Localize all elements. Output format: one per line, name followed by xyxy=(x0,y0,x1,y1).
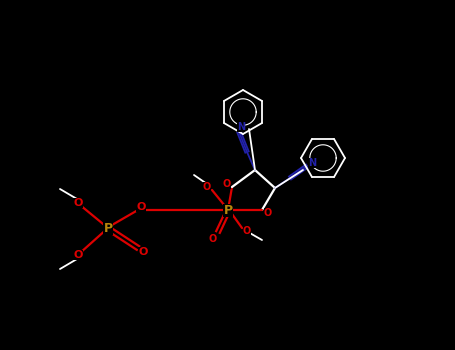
Text: O: O xyxy=(73,250,83,260)
Text: O: O xyxy=(209,234,217,244)
Text: O: O xyxy=(203,182,211,192)
Text: O: O xyxy=(138,247,148,257)
Text: N: N xyxy=(237,122,245,132)
Text: O: O xyxy=(243,226,251,236)
Text: O: O xyxy=(223,179,231,189)
Text: P: P xyxy=(223,203,233,217)
Text: O: O xyxy=(264,208,272,218)
Text: O: O xyxy=(136,202,146,212)
Text: N: N xyxy=(308,158,316,168)
Text: O: O xyxy=(73,198,83,208)
Text: P: P xyxy=(103,222,112,235)
